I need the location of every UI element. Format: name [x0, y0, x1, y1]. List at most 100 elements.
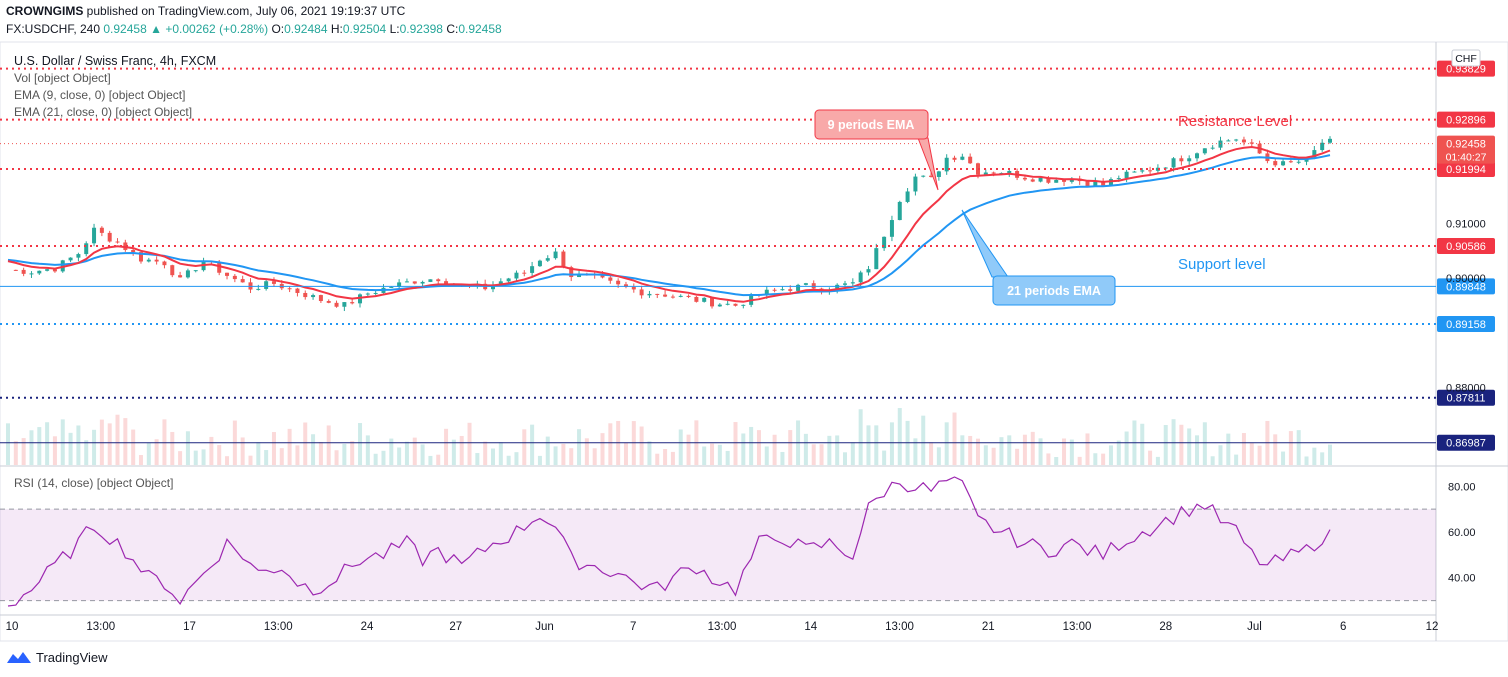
candle-body — [436, 279, 441, 282]
candle-body — [1116, 178, 1121, 180]
candle-body — [373, 292, 378, 294]
volume-bar — [545, 436, 550, 465]
triangle-up-icon: ▲ — [150, 22, 162, 36]
volume-bar — [381, 450, 386, 465]
candle-body — [13, 269, 18, 271]
horizontal-levels[interactable]: 0.93829 0.92896 0.91994 0.90586 0.89848 0.891… — [0, 60, 1495, 451]
volume-bar — [647, 441, 652, 465]
volume-bar — [553, 446, 558, 465]
author-name[interactable]: CROWNGIMS — [6, 4, 84, 18]
candle-body — [1249, 142, 1254, 144]
footer-brand[interactable]: TradingView — [6, 649, 108, 665]
candle-body — [991, 172, 996, 174]
volume-bar — [467, 422, 472, 465]
volume-bar — [772, 434, 777, 465]
tradingview-logo-icon — [7, 652, 31, 663]
volume-bar — [1288, 431, 1293, 465]
annotations[interactable]: Resistance Level Support level 9 periods E… — [814, 109, 1292, 306]
candle-body — [420, 281, 425, 284]
candle-body — [670, 296, 675, 298]
volume-bar — [975, 438, 980, 465]
candle-body — [929, 175, 934, 177]
chart-frame — [0, 41, 1508, 642]
legend-ema21: EMA (21, close, 0) [object Object] — [14, 105, 193, 119]
volume-bars — [6, 408, 1332, 465]
ema21-callout-text: 21 periods EMA — [1007, 284, 1101, 298]
volume-bar — [318, 441, 323, 465]
volume-bar — [678, 429, 683, 465]
volume-bar — [788, 430, 793, 465]
volume-bar — [170, 431, 175, 465]
volume-bar — [623, 442, 628, 465]
volume-bar — [764, 446, 769, 465]
candle-body — [217, 261, 222, 273]
volume-bar — [404, 441, 409, 465]
volume-bar — [686, 434, 691, 465]
volume-bar — [1257, 445, 1262, 465]
candle-body — [1195, 153, 1200, 159]
candle-body — [84, 243, 89, 255]
volume-bar — [983, 445, 988, 465]
volume-bar — [929, 442, 934, 465]
volume-bar — [162, 419, 167, 465]
open-label: O: — [271, 22, 285, 36]
candle-body — [154, 259, 159, 262]
candle-body — [1226, 140, 1231, 142]
candle-body — [21, 269, 26, 274]
volume-bar — [1241, 433, 1246, 465]
volume-bar — [600, 433, 605, 465]
volume-bar — [913, 438, 918, 465]
legend-ema9: EMA (9, close, 0) [object Object] — [14, 88, 186, 102]
volume-bar — [334, 450, 339, 465]
current-price-label: 0.92458 — [1446, 139, 1486, 151]
candle-body — [655, 293, 660, 295]
volume-bar — [420, 444, 425, 465]
price-tick-label: 0.91000 — [1446, 218, 1486, 230]
candle-body — [983, 172, 988, 175]
candle-body — [45, 269, 50, 271]
volume-bar — [13, 441, 18, 465]
volume-bar — [60, 419, 65, 465]
time-tick-label: 27 — [449, 621, 462, 633]
candle-body — [944, 157, 949, 172]
volume-bar — [475, 453, 480, 465]
candle-body — [1241, 139, 1246, 143]
candle-body — [717, 304, 722, 307]
volume-bar — [29, 430, 34, 465]
volume-bar — [342, 443, 347, 465]
candle-body — [866, 269, 871, 273]
resistance-level-label: Resistance Level — [1178, 113, 1292, 130]
volume-bar — [115, 414, 120, 465]
volume-bar — [6, 423, 10, 465]
low-value: 0.92398 — [399, 22, 443, 36]
volume-bar — [373, 453, 378, 465]
rsi-tick-label: 80.00 — [1448, 481, 1476, 493]
candle-body — [952, 157, 957, 160]
volume-bar — [358, 423, 363, 465]
volume-bar — [271, 432, 276, 465]
time-tick-label: 13:00 — [86, 621, 115, 633]
volume-bar — [107, 423, 112, 465]
level-price-tag — [1437, 389, 1495, 406]
volume-bar — [68, 432, 73, 465]
candle-body — [537, 260, 542, 267]
time-tick-label: 17 — [183, 621, 196, 633]
candle-body — [350, 302, 355, 304]
volume-bar — [436, 454, 441, 465]
level-price-tag — [1437, 60, 1495, 77]
volume-bar — [201, 449, 206, 465]
volume-bar — [655, 453, 660, 465]
level-price-tag — [1437, 316, 1495, 333]
candle-body — [1234, 139, 1239, 141]
legend-vol: Vol [object Object] — [14, 71, 111, 85]
volume-bar — [483, 441, 488, 465]
volume-bar — [921, 415, 926, 465]
legend-rsi: RSI (14, close) [object Object] — [14, 476, 174, 490]
volume-bar — [1320, 452, 1325, 465]
volume-bar — [592, 448, 597, 465]
candle-body — [514, 272, 519, 279]
candle-body — [498, 281, 503, 286]
volume-bar — [123, 418, 128, 465]
volume-bar — [514, 452, 519, 465]
